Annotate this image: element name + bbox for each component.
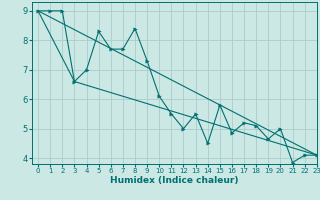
X-axis label: Humidex (Indice chaleur): Humidex (Indice chaleur) <box>110 176 239 185</box>
